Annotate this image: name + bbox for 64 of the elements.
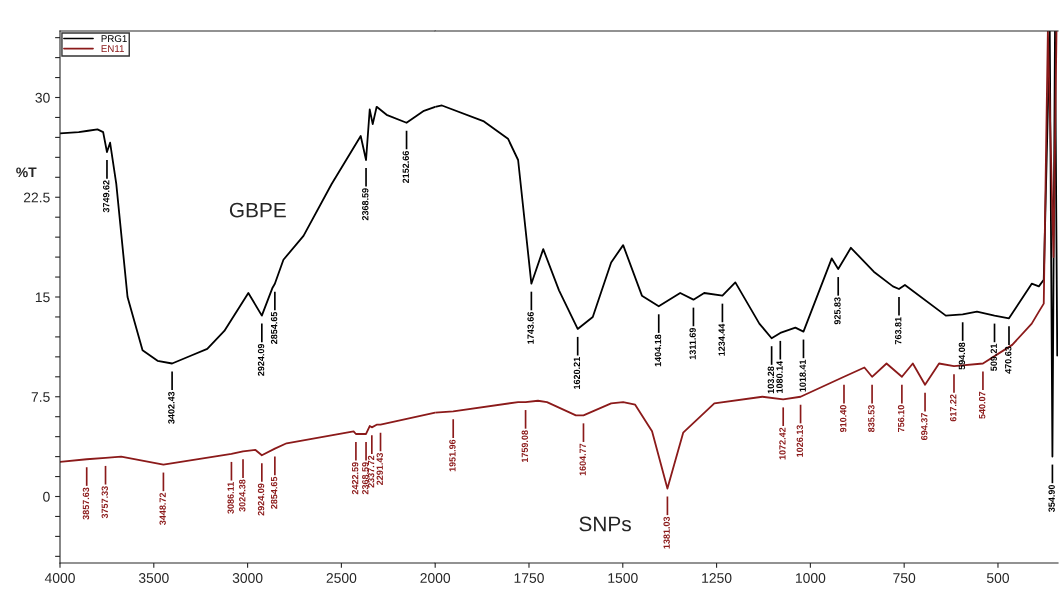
annotation: 3749.62 xyxy=(103,180,110,213)
annotation: 3086.11 xyxy=(227,482,234,514)
y-tick-label: 0 xyxy=(43,491,50,502)
x-tick-label: 500 xyxy=(986,573,1010,583)
annotation: 470.63 xyxy=(1005,346,1012,374)
annotation: 2368.59 xyxy=(362,462,369,495)
annotation: 1404.18 xyxy=(654,334,662,367)
annotation: 2152.66 xyxy=(402,151,409,184)
x-tick-label: 3500 xyxy=(138,573,169,583)
x-tick-label: 2000 xyxy=(420,573,451,583)
annotation: 694.37 xyxy=(921,413,928,440)
annotation: GBPE xyxy=(229,202,286,218)
annotation: 1072.42 xyxy=(779,427,786,460)
x-tick-label: 750 xyxy=(893,573,916,583)
annotation: 103.28 xyxy=(767,366,775,394)
annotation: 2368.59 xyxy=(362,188,369,221)
y-tick-label: 7.5 xyxy=(31,392,50,402)
x-tick-label: 1750 xyxy=(514,573,544,583)
annotation: 1604.77 xyxy=(579,443,586,476)
annotation: 1759.08 xyxy=(521,430,528,463)
annotation: 756.10 xyxy=(897,405,905,432)
legend-label: PRG1 xyxy=(101,35,127,43)
annotation: 1743.66 xyxy=(527,311,534,344)
y-tick-label: 22.5 xyxy=(23,192,50,203)
annotation: 2854.65 xyxy=(270,311,278,344)
annotation: 1080.14 xyxy=(776,360,783,393)
annotation: 509.21 xyxy=(990,343,997,371)
annotation: 617.22 xyxy=(950,394,957,422)
annotation: SNPs xyxy=(579,516,631,532)
annotation: 925.83 xyxy=(834,297,841,325)
annotation: 1234.44 xyxy=(718,323,725,356)
annotation: 1381.03 xyxy=(663,516,670,549)
annotation: 1620.21 xyxy=(573,357,581,389)
annotation: 2291.43 xyxy=(376,452,383,485)
annotation: 354.90 xyxy=(1048,484,1055,512)
x-tick-label: 1250 xyxy=(702,573,732,583)
annotation: 1951.96 xyxy=(449,439,456,472)
annotation: 3402.43 xyxy=(168,391,175,424)
annotation: 1026.13 xyxy=(796,425,804,457)
annotation: 3448.72 xyxy=(159,492,166,525)
legend-label: EN11 xyxy=(101,45,124,52)
y-tick-label: 30 xyxy=(35,92,50,103)
x-tick-label: 3000 xyxy=(232,573,263,583)
x-tick-label: 1500 xyxy=(608,573,638,583)
annotation: 2924.09 xyxy=(257,343,265,376)
annotation: 3857.63 xyxy=(82,487,90,520)
x-tick-label: 4000 xyxy=(44,573,75,583)
x-tick-label: 1000 xyxy=(795,573,826,583)
annotation: 540.07 xyxy=(978,391,986,419)
annotation: 763.81 xyxy=(895,317,902,345)
annotation: 3024.38 xyxy=(239,479,246,512)
annotation: 2854.65 xyxy=(270,476,278,509)
annotation: 835.53 xyxy=(868,405,875,433)
annotation: 594.08 xyxy=(958,342,966,370)
x-tick-label: 2500 xyxy=(326,573,357,583)
annotation: 1018.41 xyxy=(799,359,806,392)
y-axis-title: %T xyxy=(16,167,37,178)
annotation: 2422.59 xyxy=(351,462,359,495)
y-tick-label: 15 xyxy=(35,292,50,303)
annotation: 2924.09 xyxy=(257,483,265,516)
annotation: 910.40 xyxy=(840,405,847,433)
annotation: 1311.69 xyxy=(689,327,696,360)
annotation: 3757.33 xyxy=(101,486,108,519)
annotation: 2337.72 xyxy=(367,455,375,488)
